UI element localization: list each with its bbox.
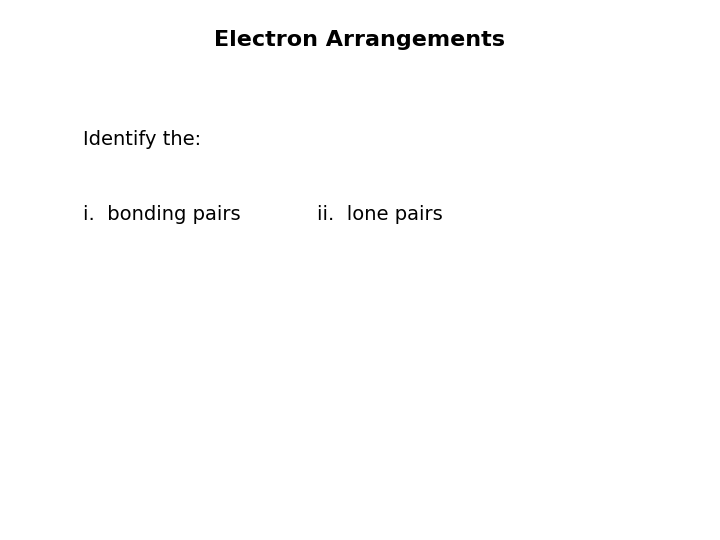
Text: Identify the:: Identify the: [83, 130, 201, 148]
Text: ii.  lone pairs: ii. lone pairs [317, 205, 443, 224]
Text: i.  bonding pairs: i. bonding pairs [83, 205, 240, 224]
Text: Electron Arrangements: Electron Arrangements [215, 30, 505, 50]
